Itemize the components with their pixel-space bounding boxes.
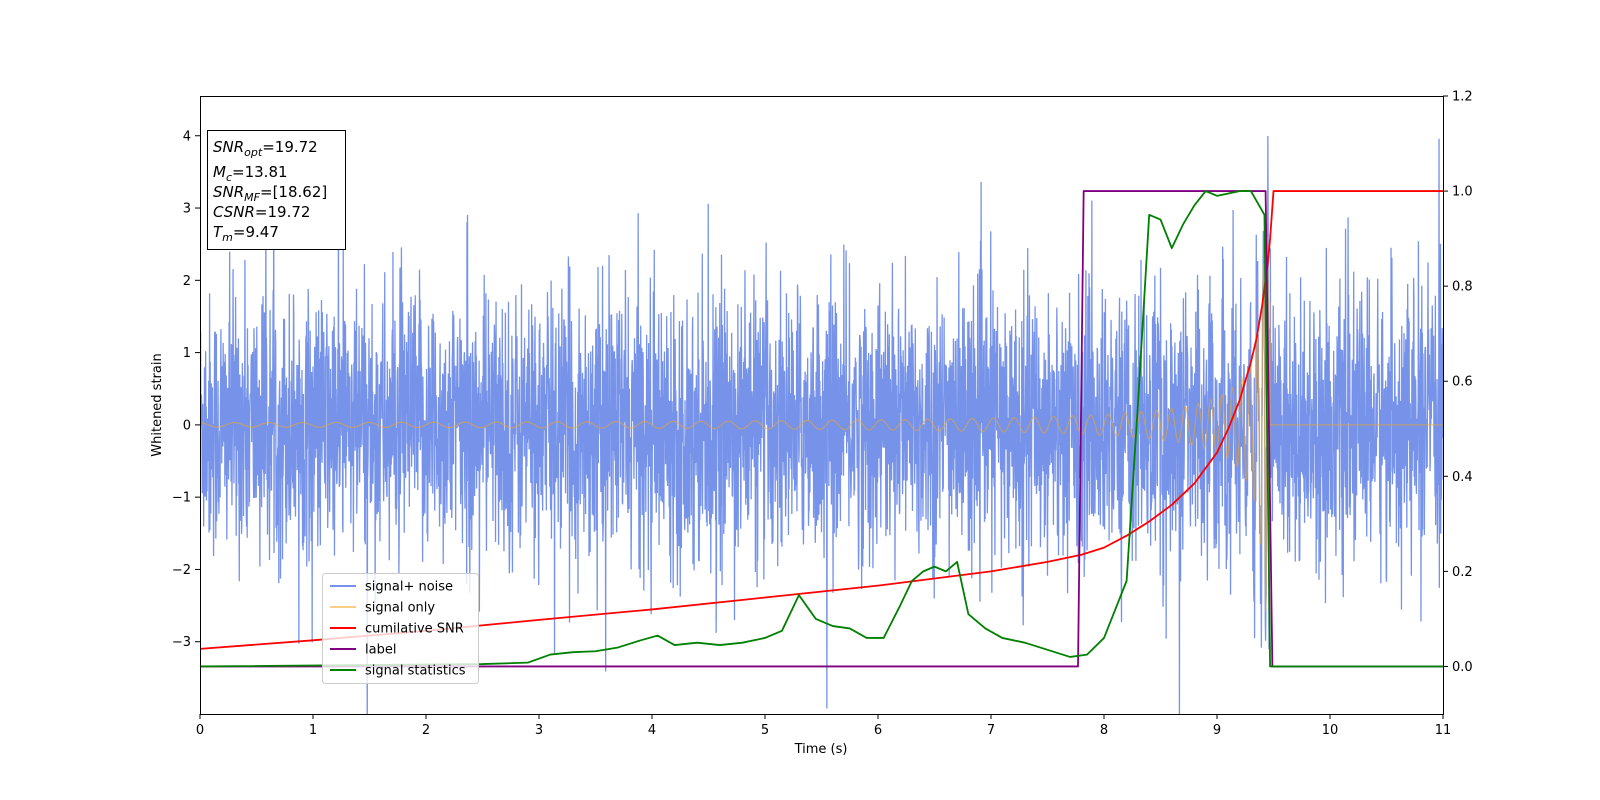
info-box: SNRopt=19.72 Mc=13.81SNRMF=[18.62]CSNR=19… <box>207 130 346 250</box>
noise-trace <box>200 136 1443 714</box>
series-layer <box>200 136 1443 714</box>
legend-entry: cumilative SNR <box>365 622 464 637</box>
series-line <box>200 190 1443 668</box>
y2-tick-label: 1.0 <box>1452 185 1473 200</box>
y-axis-label: Whitened strain <box>150 353 165 456</box>
legend: signal+ noise signal only cumilative SNR la… <box>322 573 479 684</box>
x-tick-label: 4 <box>648 723 656 738</box>
y-tick-label: 2 <box>183 274 191 289</box>
x-tick-label: 1 <box>309 723 317 738</box>
info-line: SNRopt=19.72 <box>213 138 318 159</box>
x-tick-label: 11 <box>1435 723 1452 738</box>
y2-tick-label: 0.0 <box>1452 660 1473 675</box>
legend-entry: signal only <box>365 601 435 616</box>
y2-tick-label: 0.6 <box>1452 375 1473 390</box>
y-tick-label: −1 <box>172 491 191 506</box>
x-tick-label: 6 <box>874 723 882 738</box>
axes-layer: 0 1 2 3 4 5 6 7 8 9 10 11 −3 −2 −1 0 1 2 3 4 0.0 0.2 0.4 0.6 0.8… <box>172 90 1473 739</box>
info-line: SNRMF=[18.62] <box>213 183 327 204</box>
x-tick-label: 7 <box>987 723 995 738</box>
series-line <box>200 190 1443 650</box>
y-tick-label: 3 <box>183 202 191 217</box>
x-tick-label: 3 <box>535 723 543 738</box>
y2-tick-label: 0.2 <box>1452 565 1473 580</box>
chirp-trace <box>200 237 1443 614</box>
y2-tick-label: 1.2 <box>1452 90 1473 105</box>
x-axis-label: Time (s) <box>794 742 848 757</box>
y-tick-label: 0 <box>183 418 191 433</box>
info-line: Tm=9.47 <box>213 223 279 244</box>
legend-entry: signal statistics <box>365 664 466 679</box>
y2-tick-label: 0.4 <box>1452 470 1473 485</box>
x-tick-label: 5 <box>761 723 769 738</box>
series-signal-statistics <box>200 190 1443 668</box>
x-tick-label: 8 <box>1100 723 1108 738</box>
info-line: CSNR=19.72 <box>213 203 310 221</box>
info-box-frame <box>207 130 346 250</box>
series-signal-only <box>200 237 1443 614</box>
y-tick-label: −3 <box>172 635 191 650</box>
x-tick-label: 2 <box>422 723 430 738</box>
y-tick-label: 4 <box>183 129 191 144</box>
x-tick-label: 9 <box>1213 723 1221 738</box>
series-signal-noise <box>200 136 1443 714</box>
series-cumilative-snr <box>200 190 1443 650</box>
legend-entry: signal+ noise <box>365 580 453 595</box>
legend-entry: label <box>365 643 396 658</box>
y-tick-label: 1 <box>183 346 191 361</box>
plot-frame <box>200 96 1444 715</box>
x-tick-label: 10 <box>1322 723 1339 738</box>
legend-frame <box>322 573 479 684</box>
x-tick-label: 0 <box>196 723 204 738</box>
info-line: Mc=13.81 <box>213 163 288 184</box>
y2-tick-label: 0.8 <box>1452 280 1473 295</box>
y-tick-label: −2 <box>172 563 191 578</box>
